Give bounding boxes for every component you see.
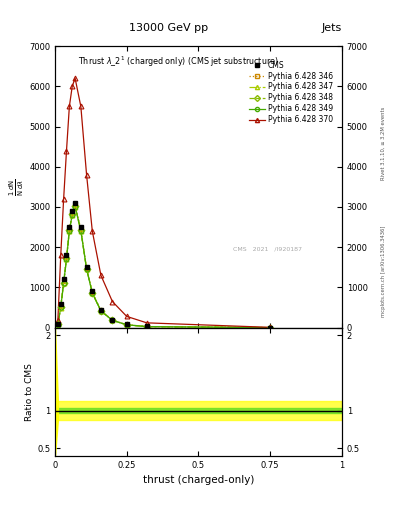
Legend: CMS, Pythia 6.428 346, Pythia 6.428 347, Pythia 6.428 348, Pythia 6.428 349, Pyt: CMS, Pythia 6.428 346, Pythia 6.428 347,…	[247, 58, 335, 126]
Text: 13000 GeV pp: 13000 GeV pp	[129, 23, 209, 33]
Text: mcplots.cern.ch [arXiv:1306.3436]: mcplots.cern.ch [arXiv:1306.3436]	[381, 226, 386, 317]
Text: Jets: Jets	[321, 23, 342, 33]
Y-axis label: $\frac{1}{\mathrm{N}}\frac{d\mathrm{N}}{d\lambda}$: $\frac{1}{\mathrm{N}}\frac{d\mathrm{N}}{…	[8, 178, 26, 196]
X-axis label: thrust (charged-only): thrust (charged-only)	[143, 475, 254, 485]
Text: Thrust $\lambda\_2^1$ (charged only) (CMS jet substructure): Thrust $\lambda\_2^1$ (charged only) (CM…	[78, 55, 279, 69]
Text: CMS   2021   /I920187: CMS 2021 /I920187	[233, 246, 302, 251]
Y-axis label: Ratio to CMS: Ratio to CMS	[25, 362, 34, 421]
Text: Rivet 3.1.10, ≥ 3.2M events: Rivet 3.1.10, ≥ 3.2M events	[381, 106, 386, 180]
